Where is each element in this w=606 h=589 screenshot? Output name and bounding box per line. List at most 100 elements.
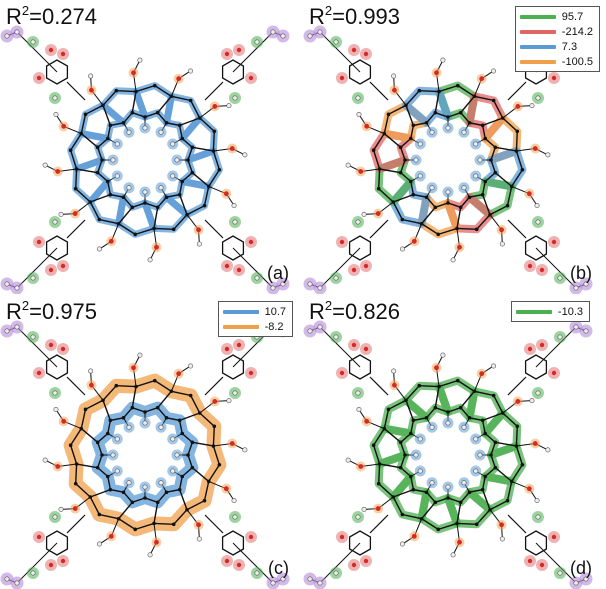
hydrogen-atom [461,185,467,191]
hydrogen-atom [317,29,323,35]
oxygen-atom [411,533,417,539]
ring-bond [153,207,159,229]
ring-bond [153,502,159,524]
hydrogen-atom [307,33,313,39]
carbon-atom [83,112,88,117]
oxygen-atom [551,239,557,245]
carbon-atom [391,200,396,204]
carbon-atom [398,170,403,175]
carbon-atom [108,418,113,423]
carbon-atom [377,462,382,466]
terminal-bond [232,31,274,73]
oxygen-atom [224,558,230,564]
hydrogen-atom [361,506,367,512]
molecule-diagram [303,320,593,589]
highlight-layer [67,82,223,238]
oxygen-atom [527,346,533,352]
carbon-atom [155,110,160,115]
terminal-bond [319,542,361,584]
hydrogen-atom [534,203,540,209]
r2-value: R2=0.826 [309,298,401,324]
ring-bond [131,386,137,408]
hydrogen-atom [417,173,423,179]
oxygen-atom [339,534,345,540]
carbon-atom [185,212,189,217]
carbon-atom [500,411,505,415]
carbon-atom [493,465,498,470]
carbon-atom [152,378,157,383]
aryl-bond [66,376,86,396]
carbon-atom [472,94,477,99]
carbon-atom [386,112,391,117]
oxygen-atom [526,191,532,197]
carbon-atom [121,195,126,200]
carbon-atom [433,205,438,210]
hydrogen-atom [254,39,260,45]
carbon-atom [105,431,110,436]
oxygen-atom [224,263,230,269]
oxygen-atom [48,562,54,568]
carbon-atom [212,129,217,134]
aryl-ring [45,530,69,556]
hydrogen-atom [142,125,148,131]
carbon-atom [455,521,459,526]
aryl-bond [369,219,389,239]
carbon-atom [474,227,479,232]
hydrogen-atom [254,570,260,576]
carbon-atom [458,205,463,210]
hydrogen-atom [445,189,451,195]
aryl-bond [507,514,527,534]
hydrogen-atom [440,57,446,63]
carbon-atom [108,123,113,128]
oxygen-atom [176,76,182,82]
oxygen-atom [479,371,485,377]
carbon-atom [190,170,195,175]
carbon-atom [376,481,381,486]
carbon-atom [382,426,387,431]
hydrogen-atom [158,185,164,191]
oxygen-atom [223,486,229,492]
carbon-atom [398,145,403,150]
oxygen-atom [48,267,54,273]
ring-bond [179,412,200,422]
hydrogen-atom [170,468,176,474]
carbon-atom [480,487,485,492]
hydrogen-atom [413,157,419,163]
oxygen-atom [36,75,42,81]
aryl-bond [204,514,224,534]
carbon-atom [133,232,138,237]
carbon-atom [171,522,176,527]
oxygen-atom [212,399,218,404]
hydrogen-atom [417,468,423,474]
carbon-atom [73,186,78,191]
carbon-atom [211,149,216,153]
hydrogen-atom [114,436,120,442]
ring-bond [76,168,98,174]
carbon-atom [186,453,190,457]
hydrogen-atom [280,576,286,582]
ring-bond [460,95,475,114]
hydrogen-atom [391,73,397,79]
carbon-atom [68,443,73,448]
hydrogen-atom [573,324,579,330]
oxygen-atom [224,346,230,352]
carbon-atom [446,496,450,500]
aryl-ring [45,235,69,261]
carbon-atom [488,212,492,217]
ring-bond [482,412,503,422]
hydrogen-atom [461,129,467,135]
carbon-atom [155,405,160,410]
carbon-atom [455,378,460,383]
hydrogen-atom [545,152,551,158]
carbon-atom [177,192,182,197]
ring-bond [393,193,414,203]
hydrogen-atom [317,324,323,330]
hydrogen-atom [196,241,202,247]
ring-bond [421,501,436,520]
legend-entry: -214.2 [519,24,593,39]
carbon-atom [446,201,450,205]
oxygen-atom [236,47,242,53]
hydrogen-atom [232,219,238,225]
hydrogen-atom [14,324,20,330]
hydrogen-atom [126,185,132,191]
